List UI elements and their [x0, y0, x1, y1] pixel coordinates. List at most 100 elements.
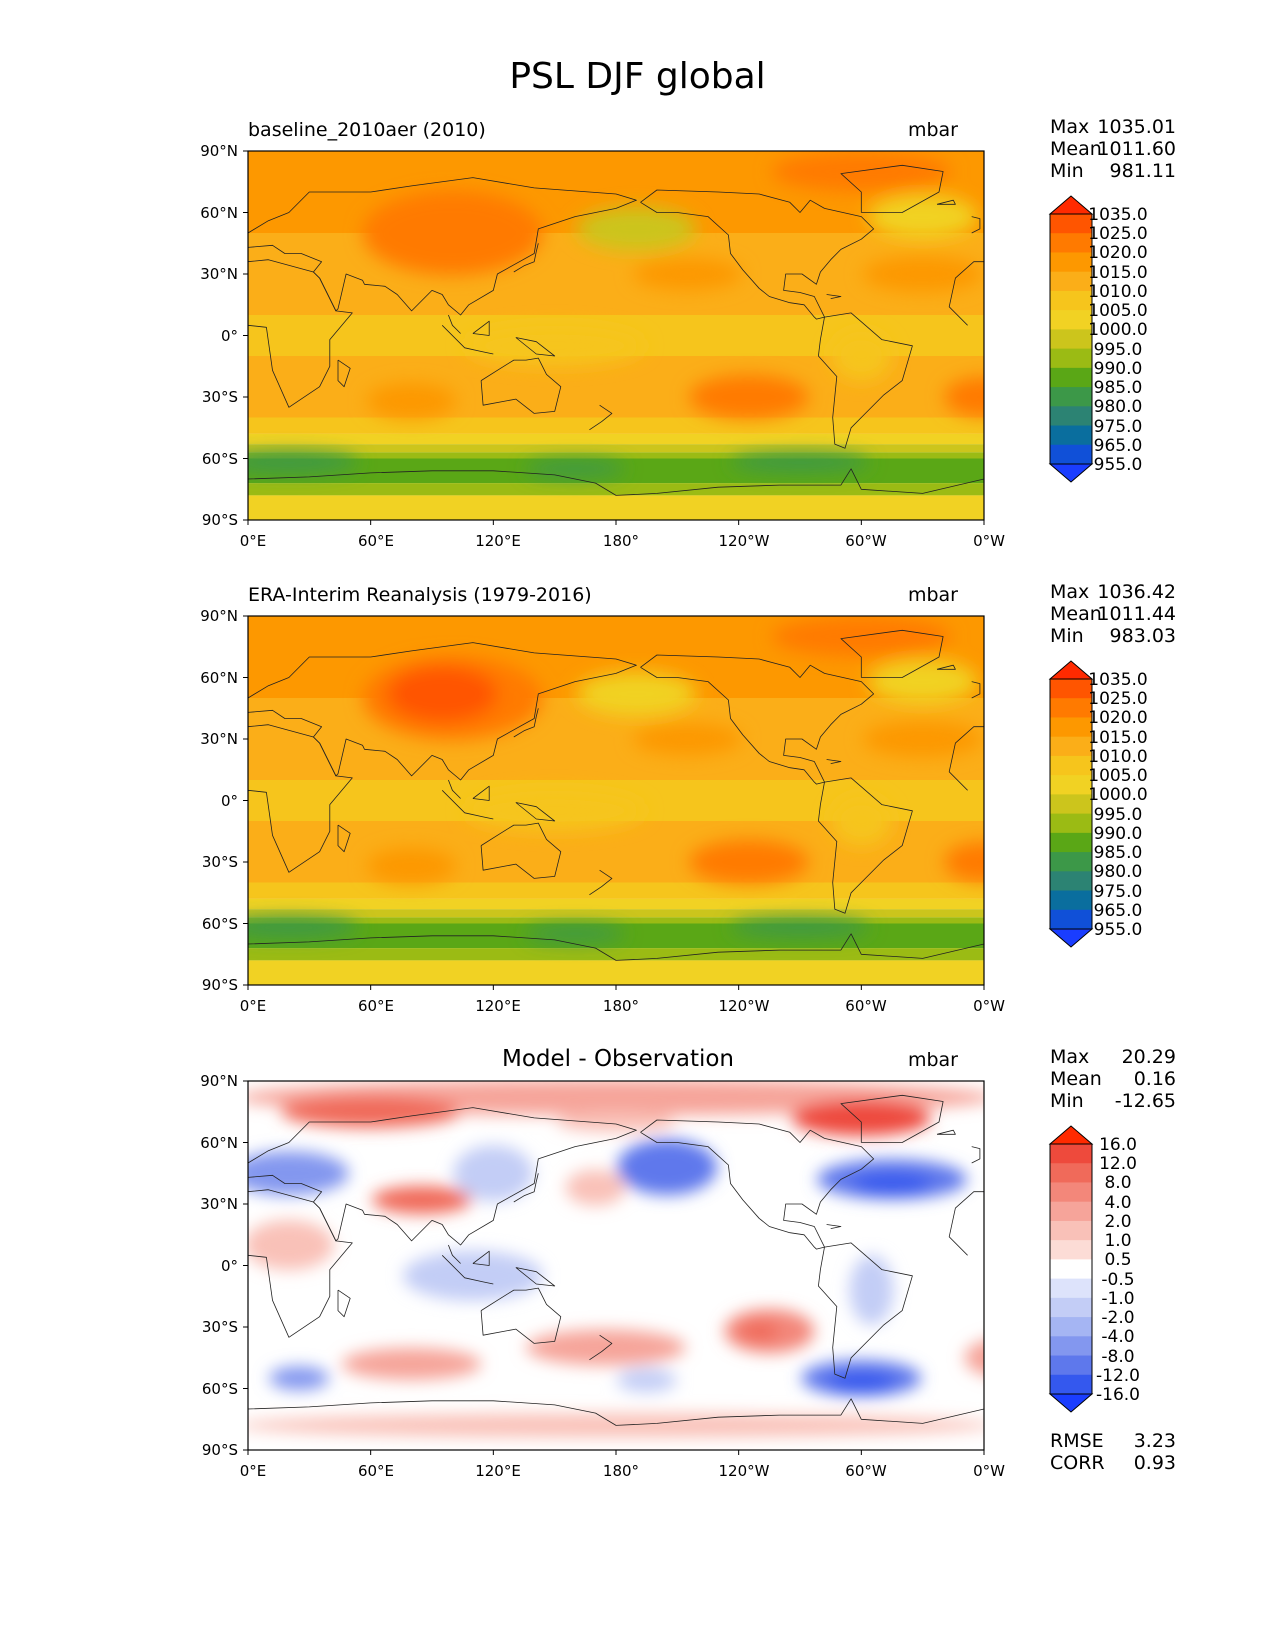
colorbar-label: 955.0 — [1093, 455, 1143, 475]
colorbar-segment — [1050, 1278, 1092, 1299]
panel-1-xtick: 0°E — [239, 532, 267, 550]
colorbar-label: -8.0 — [1101, 1346, 1135, 1367]
panel-1-colorbar — [1048, 195, 1094, 483]
panel-1-xtick: 180° — [602, 532, 640, 550]
colorbar-label: 980.0 — [1093, 397, 1143, 418]
panel-2-ytick: 90°S — [201, 976, 238, 994]
colorbar-label: -4.0 — [1101, 1327, 1135, 1348]
panel-3-ytick: 90°S — [201, 1441, 238, 1459]
colorbar-segment — [1050, 679, 1092, 699]
corr-label: CORR — [1050, 1452, 1105, 1474]
colorbar-segment — [1050, 387, 1092, 407]
panel-1-ytick: 60°N — [200, 204, 238, 222]
panel-2-xtick: 60°E — [357, 997, 395, 1015]
panel-3-ytick: 0° — [220, 1257, 238, 1275]
colorbar-label: 955.0 — [1093, 920, 1143, 940]
panel-3-ytick: 90°N — [200, 1072, 238, 1090]
panel-2-xtick: 0°E — [239, 997, 267, 1015]
colorbar-segment — [1050, 406, 1092, 427]
colorbar-label: 2.0 — [1104, 1211, 1132, 1232]
panel-3-xtick: 120°W — [718, 1462, 770, 1480]
panel-2-stat-value: 1036.42 — [1097, 581, 1176, 603]
panel-3-stat-value: 0.16 — [1133, 1068, 1176, 1090]
coastlines — [247, 1094, 985, 1426]
panel-1-stat-value: 1035.01 — [1097, 116, 1176, 138]
colorbar-label: 1005.0 — [1088, 766, 1148, 787]
colorbar-label: 1025.0 — [1088, 224, 1148, 245]
colorbar-segment — [1050, 271, 1092, 292]
coastlines — [247, 164, 985, 496]
panel-2-ytick: 60°N — [200, 669, 238, 687]
panel-1-units: mbar — [907, 119, 958, 141]
panel-3-units: mbar — [907, 1049, 958, 1071]
panel-2-xtick: 0°W — [973, 997, 1005, 1015]
rmse-label: RMSE — [1050, 1430, 1104, 1452]
colorbar-label: 990.0 — [1093, 358, 1143, 379]
colorbar-label: 1035.0 — [1088, 205, 1148, 225]
colorbar-label: 0.5 — [1104, 1250, 1132, 1271]
panel-1-stat-label: Mean — [1050, 138, 1102, 160]
panel-1-map — [243, 150, 985, 525]
panel-3-stat-label: Max — [1050, 1046, 1090, 1068]
colorbar-label: 1035.0 — [1088, 670, 1148, 690]
panel-2-title: ERA-Interim Reanalysis (1979-2016) — [248, 584, 592, 606]
colorbar-label: 4.0 — [1104, 1192, 1132, 1213]
rmse-value: 3.23 — [1133, 1430, 1176, 1452]
panel-2-xtick: 180° — [602, 997, 640, 1015]
colorbar-label: 1010.0 — [1088, 746, 1148, 767]
colorbar-segment — [1050, 1374, 1092, 1395]
colorbar-label: -16.0 — [1096, 1385, 1140, 1405]
panel-1-ytick: 90°N — [200, 142, 238, 160]
panel-3-ytick: 60°N — [200, 1134, 238, 1152]
colorbar-label: 1000.0 — [1088, 785, 1148, 806]
panel-1-stat-value: 981.11 — [1109, 160, 1176, 182]
panel-2-ytick: 90°N — [200, 607, 238, 625]
colorbar-segment — [1050, 871, 1092, 892]
colorbar-segment — [1050, 813, 1092, 834]
colorbar-segment — [1050, 794, 1092, 815]
colorbar-segment — [1050, 698, 1092, 718]
panel-2-units: mbar — [907, 584, 958, 606]
panel-3-xtick: 120°E — [475, 1462, 521, 1480]
diff-field — [248, 1081, 984, 1450]
colorbar-segment — [1050, 832, 1092, 853]
panel-3-xtick: 0°W — [973, 1462, 1005, 1480]
panel-3-stat-value: -12.65 — [1114, 1090, 1176, 1112]
panel-2-stat-label: Min — [1050, 625, 1084, 647]
colorbar-segment — [1050, 444, 1092, 465]
panel-1-ytick: 90°S — [201, 511, 238, 529]
colorbar-segment — [1050, 1182, 1092, 1203]
panel-2-stat-label: Mean — [1050, 603, 1102, 625]
colorbar-frame — [1049, 1143, 1093, 1395]
panel-2-stat-value: 1011.44 — [1097, 603, 1176, 625]
colorbar-label: 990.0 — [1093, 823, 1143, 844]
panel-1-xtick: 60°W — [845, 532, 887, 550]
colorbar-label: 980.0 — [1093, 862, 1143, 883]
colorbar-label: -0.5 — [1101, 1269, 1135, 1290]
colorbar-segment — [1050, 890, 1092, 911]
colorbar-segment — [1050, 775, 1092, 795]
panel-2-ytick: 30°S — [201, 853, 238, 871]
panel-3-ytick: 60°S — [201, 1380, 238, 1398]
colorbar-segment — [1050, 1144, 1092, 1164]
panel-1-ytick: 30°S — [201, 388, 238, 406]
panel-3-colorbar — [1048, 1125, 1094, 1413]
panel-1-ytick: 0° — [220, 327, 238, 345]
colorbar-label: 12.0 — [1099, 1154, 1137, 1175]
colorbar-segment — [1050, 1317, 1092, 1337]
colorbar-segment — [1050, 233, 1092, 253]
colorbar-segment — [1050, 290, 1092, 311]
colorbar-segment — [1050, 1220, 1092, 1241]
panel-1-stat-value: 1011.60 — [1097, 138, 1176, 160]
panel-3-ytick: 30°N — [200, 1195, 238, 1213]
colorbar-segment — [1050, 367, 1092, 388]
colorbar-label: 985.0 — [1093, 843, 1143, 864]
colorbar-label: 965.0 — [1093, 435, 1143, 456]
panel-1-ytick: 60°S — [201, 450, 238, 468]
colorbar-segment — [1050, 1163, 1092, 1183]
psl-field — [248, 616, 984, 985]
panel-3-xtick: 60°W — [845, 1462, 887, 1480]
panel-3-title: Model - Observation — [501, 1046, 735, 1072]
colorbar-label: 16.0 — [1099, 1135, 1137, 1155]
colorbar-label: 995.0 — [1093, 804, 1143, 825]
